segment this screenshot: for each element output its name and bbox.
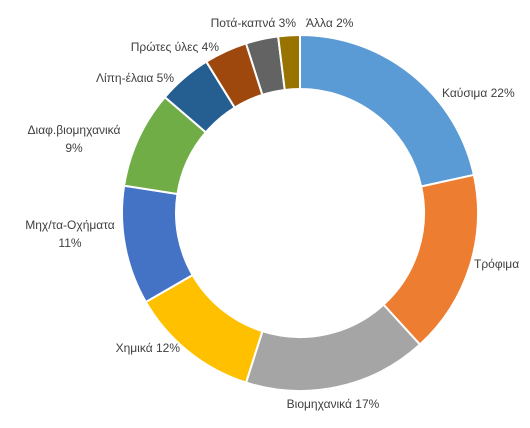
slice-label-9: Ποτά-καπνά 3% — [211, 16, 297, 30]
slice-label-4: Χημικά 12% — [116, 341, 181, 355]
labels-group: Καύσιμα 22% Τρόφιμα Βιομηχανικά 17% Χημικά … — [25, 16, 519, 411]
slice-label-2: Τρόφιμα — [474, 257, 519, 271]
slices-group — [121, 33, 479, 392]
slice-3 — [244, 303, 422, 392]
slice-label-6-line-2: 9% — [65, 141, 83, 155]
slice-label-6: Διαφ.βιομηχανικά 9% — [28, 123, 121, 155]
slice-label-3: Βιομηχανικά 17% — [287, 397, 380, 411]
slice-label-7: Λίπη-έλαια 5% — [96, 71, 174, 85]
slice-label-10: Άλλα 2% — [306, 16, 354, 30]
slice-label-5-line-1: Μηχ/τα-Οχήματα — [25, 218, 115, 232]
slice-label-6-line-1: Διαφ.βιομηχανικά — [28, 123, 121, 137]
slice-label-5-line-2: 11% — [58, 236, 81, 250]
slice-10 — [277, 33, 301, 92]
slice-label-1: Καύσιμα 22% — [442, 86, 515, 100]
slice-1 — [299, 33, 476, 188]
slice-label-8: Πρώτες ύλες 4% — [131, 40, 220, 54]
slice-label-5: Μηχ/τα-Οχήματα 11% — [25, 218, 115, 250]
